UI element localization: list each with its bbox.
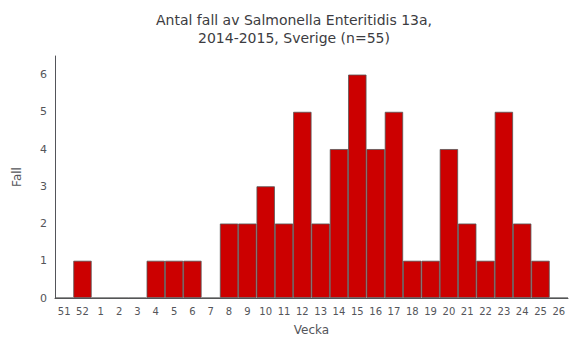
svg-text:24: 24 <box>516 306 529 317</box>
svg-text:10: 10 <box>259 306 272 317</box>
svg-text:4: 4 <box>153 306 159 317</box>
svg-text:7: 7 <box>208 306 214 317</box>
svg-text:22: 22 <box>479 306 492 317</box>
svg-text:21: 21 <box>461 306 474 317</box>
svg-text:20: 20 <box>443 306 456 317</box>
svg-text:2: 2 <box>40 217 47 230</box>
svg-text:Vecka: Vecka <box>294 323 329 337</box>
svg-text:1: 1 <box>98 306 104 317</box>
svg-text:16: 16 <box>369 306 382 317</box>
svg-text:18: 18 <box>406 306 419 317</box>
svg-text:4: 4 <box>40 143 47 156</box>
svg-text:3: 3 <box>134 306 140 317</box>
svg-text:15: 15 <box>351 306 364 317</box>
svg-text:13: 13 <box>314 306 327 317</box>
svg-text:6: 6 <box>189 306 195 317</box>
svg-text:23: 23 <box>498 306 511 317</box>
svg-text:17: 17 <box>388 306 401 317</box>
svg-text:19: 19 <box>424 306 437 317</box>
svg-text:3: 3 <box>40 180 47 193</box>
svg-text:Fall: Fall <box>10 167 24 187</box>
svg-text:5: 5 <box>171 306 177 317</box>
svg-text:6: 6 <box>40 68 47 81</box>
svg-text:52: 52 <box>76 306 89 317</box>
svg-text:11: 11 <box>278 306 291 317</box>
svg-text:9: 9 <box>244 306 250 317</box>
svg-text:1: 1 <box>40 254 47 267</box>
svg-text:51: 51 <box>58 306 71 317</box>
svg-text:8: 8 <box>226 306 232 317</box>
svg-text:0: 0 <box>40 292 47 305</box>
svg-text:2014-2015, Sverige (n=55): 2014-2015, Sverige (n=55) <box>198 30 390 46</box>
svg-text:14: 14 <box>333 306 346 317</box>
svg-text:2: 2 <box>116 306 122 317</box>
svg-text:5: 5 <box>40 105 47 118</box>
svg-text:Antal fall av Salmonella Enter: Antal fall av Salmonella Enteritidis 13a… <box>156 12 432 28</box>
svg-text:25: 25 <box>534 306 547 317</box>
svg-text:26: 26 <box>552 306 565 317</box>
svg-text:12: 12 <box>296 306 309 317</box>
